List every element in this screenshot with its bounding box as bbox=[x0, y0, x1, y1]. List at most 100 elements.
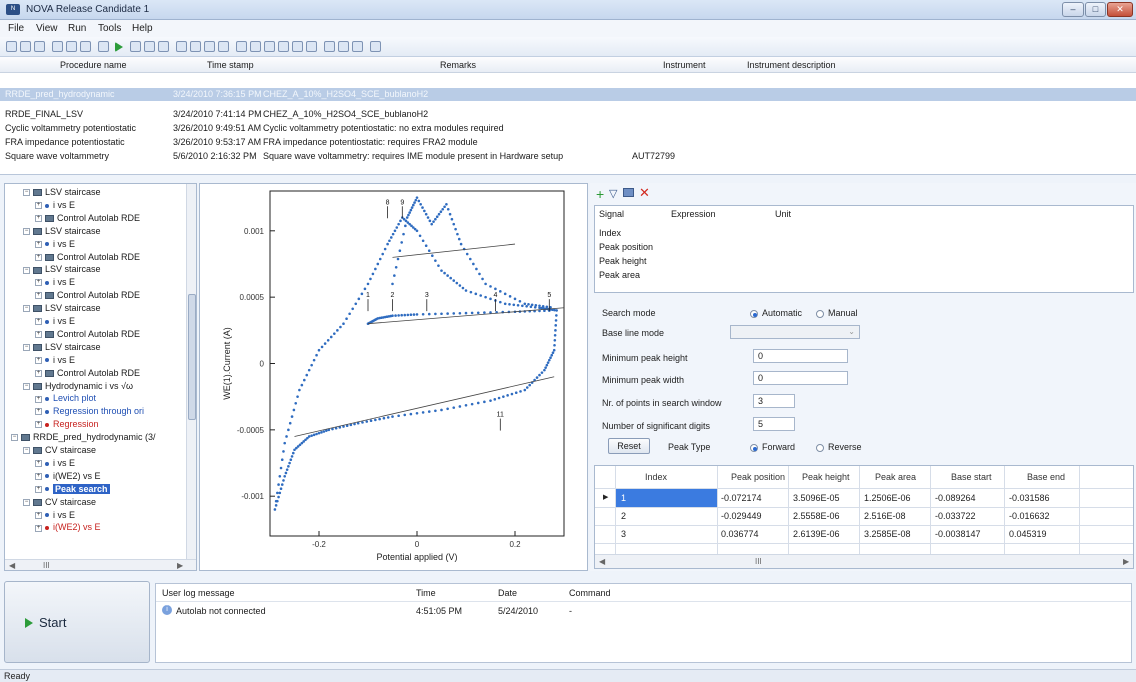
peak-cell[interactable]: 1.2506E-06 bbox=[864, 493, 911, 503]
reset-button[interactable]: Reset bbox=[608, 438, 650, 454]
collapse-icon[interactable]: − bbox=[23, 227, 30, 235]
hardware-icon[interactable] bbox=[80, 41, 91, 52]
tree-node[interactable]: + Control Autolab RDE bbox=[35, 213, 140, 224]
tree-node[interactable]: + i vs E bbox=[35, 458, 75, 469]
expand-icon[interactable]: + bbox=[35, 253, 42, 261]
col-time[interactable]: Time bbox=[416, 588, 436, 598]
expand-icon[interactable]: + bbox=[35, 318, 42, 326]
cut-icon[interactable] bbox=[236, 41, 247, 52]
peak-cell[interactable]: 1 bbox=[621, 493, 627, 503]
peak-cell[interactable]: 3 bbox=[621, 529, 627, 539]
collapse-icon[interactable]: − bbox=[23, 189, 30, 197]
significant-digits-input[interactable]: 5 bbox=[753, 417, 795, 431]
col-user-log-message[interactable]: User log message bbox=[162, 588, 235, 598]
col-base-end[interactable]: Base end bbox=[1027, 472, 1066, 482]
expand-icon[interactable]: + bbox=[35, 472, 42, 480]
tree-node[interactable]: + i vs E bbox=[35, 316, 75, 327]
new-icon[interactable] bbox=[6, 41, 17, 52]
tree-horizontal-scrollbar[interactable]: ◀ III ▶ bbox=[5, 559, 196, 570]
search-mode-manual[interactable]: Manual bbox=[816, 308, 858, 318]
tree-node[interactable]: + Control Autolab RDE bbox=[35, 290, 140, 301]
procedure-row[interactable]: FRA impedance potentiostatic 3/26/2010 9… bbox=[0, 136, 1136, 149]
col-procedure-name[interactable]: Procedure name bbox=[60, 60, 127, 70]
tree-node[interactable]: − LSV staircase bbox=[23, 187, 101, 198]
peak-cell[interactable]: -0.016632 bbox=[1009, 511, 1050, 521]
view-grid-icon[interactable] bbox=[204, 41, 215, 52]
zoom-icon[interactable] bbox=[264, 41, 275, 52]
add-icon[interactable]: + bbox=[596, 186, 605, 202]
peak-cell[interactable]: 2.6139E-06 bbox=[793, 529, 840, 539]
expand-icon[interactable]: + bbox=[35, 292, 42, 300]
col-instrument-description[interactable]: Instrument description bbox=[747, 60, 836, 70]
points-window-input[interactable]: 3 bbox=[753, 394, 795, 408]
skip-icon[interactable] bbox=[158, 41, 169, 52]
peak-cell[interactable]: 0.045319 bbox=[1009, 529, 1047, 539]
peak-type-forward[interactable]: Forward bbox=[750, 442, 795, 452]
expand-icon[interactable]: + bbox=[35, 511, 42, 519]
tree-node[interactable]: + Peak search bbox=[35, 483, 110, 495]
analysis-icon[interactable] bbox=[338, 41, 349, 52]
expand-icon[interactable]: + bbox=[35, 421, 42, 429]
peak-cell[interactable]: 2 bbox=[621, 511, 627, 521]
filter-icon[interactable]: ▽ bbox=[609, 188, 618, 200]
tree-node[interactable]: + Control Autolab RDE bbox=[35, 252, 140, 263]
expand-icon[interactable]: + bbox=[35, 395, 42, 403]
tree-node[interactable]: − Hydrodynamic i vs √ω bbox=[23, 381, 133, 392]
scroll-right-icon[interactable]: ▶ bbox=[1123, 557, 1130, 566]
start-button[interactable]: Start bbox=[4, 581, 150, 663]
expand-icon[interactable]: + bbox=[35, 460, 42, 468]
tree-node[interactable]: + i(WE2) vs E bbox=[35, 471, 101, 482]
expand-icon[interactable]: + bbox=[35, 214, 42, 222]
peak-type-reverse[interactable]: Reverse bbox=[816, 442, 862, 452]
expand-icon[interactable]: + bbox=[35, 331, 42, 339]
maximize-button[interactable]: □ bbox=[1085, 2, 1106, 17]
tree-node[interactable]: + i vs E bbox=[35, 277, 75, 288]
tree-node[interactable]: + i vs E bbox=[35, 510, 75, 521]
peak-cell[interactable]: -0.0038147 bbox=[935, 529, 981, 539]
col-index[interactable]: Index bbox=[645, 472, 668, 482]
procedure-row[interactable]: RRDE_FINAL_LSV 3/24/2010 7:41:14 PM CHEZ… bbox=[0, 108, 1136, 121]
expand-icon[interactable]: + bbox=[35, 485, 42, 493]
collapse-icon[interactable]: − bbox=[23, 382, 30, 390]
select-icon[interactable] bbox=[278, 41, 289, 52]
pause-icon[interactable] bbox=[130, 41, 141, 52]
selected-cell[interactable] bbox=[616, 489, 717, 507]
col-peak-position[interactable]: Peak position bbox=[731, 472, 786, 482]
stop-icon[interactable] bbox=[144, 41, 155, 52]
expand-icon[interactable]: + bbox=[35, 408, 42, 416]
expand-icon[interactable]: + bbox=[35, 524, 42, 532]
collapse-icon[interactable]: − bbox=[23, 343, 30, 351]
tree-node[interactable]: − CV staircase bbox=[23, 445, 96, 456]
tree-node[interactable]: − LSV staircase bbox=[23, 303, 101, 314]
view-quad-icon[interactable] bbox=[218, 41, 229, 52]
plot-icon[interactable] bbox=[324, 41, 335, 52]
close-button[interactable]: ✕ bbox=[1107, 2, 1133, 17]
tree-node[interactable]: + i(WE2) vs E bbox=[35, 522, 101, 533]
voltammogram-plot[interactable]: 0.001 0.0005 0 -0.0005 -0.001 -0.2 0 0.2 Potenti… bbox=[199, 183, 588, 571]
menu-tools[interactable]: Tools bbox=[98, 23, 122, 34]
signal-item[interactable]: Index bbox=[599, 228, 622, 238]
min-peak-width-input[interactable]: 0 bbox=[753, 371, 848, 385]
peak-cell[interactable]: -0.033722 bbox=[935, 511, 976, 521]
tree-node[interactable]: + Regression bbox=[35, 419, 99, 430]
view-single-icon[interactable] bbox=[176, 41, 187, 52]
menu-run[interactable]: Run bbox=[68, 23, 87, 34]
table-icon[interactable] bbox=[352, 41, 363, 52]
scroll-left-icon[interactable]: ◀ bbox=[9, 561, 16, 570]
expand-icon[interactable]: + bbox=[35, 279, 42, 287]
procedure-row[interactable]: Square wave voltammetry 5/6/2010 2:16:32… bbox=[0, 150, 1136, 163]
tree-node[interactable]: − RRDE_pred_hydrodynamic (3/ bbox=[11, 432, 156, 443]
settings-icon[interactable] bbox=[98, 41, 109, 52]
copy-icon[interactable] bbox=[52, 41, 63, 52]
play-icon[interactable] bbox=[115, 42, 123, 52]
tree-node[interactable]: − LSV staircase bbox=[23, 342, 101, 353]
tree-node[interactable]: + i vs E bbox=[35, 239, 75, 250]
expand-icon[interactable]: + bbox=[35, 369, 42, 377]
peak-cell[interactable]: 3.2585E-08 bbox=[864, 529, 911, 539]
scroll-left-icon[interactable]: ◀ bbox=[599, 557, 606, 566]
peak-cell[interactable]: 2.5558E-06 bbox=[793, 511, 840, 521]
col-instrument[interactable]: Instrument bbox=[663, 60, 706, 70]
undo-icon[interactable] bbox=[292, 41, 303, 52]
expand-icon[interactable]: + bbox=[35, 202, 42, 210]
col-command[interactable]: Command bbox=[569, 588, 611, 598]
